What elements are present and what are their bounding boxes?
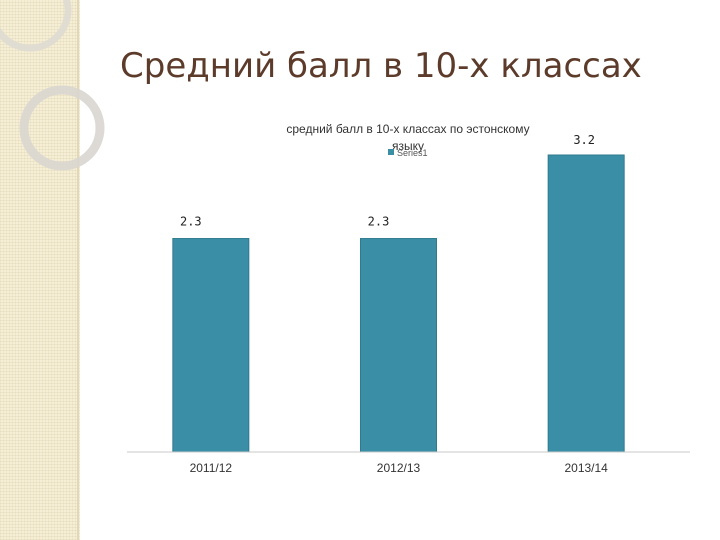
chart-title-line-2: языку <box>392 139 424 153</box>
bar-2012-13 <box>360 238 437 453</box>
side-strip-edge <box>77 0 79 540</box>
chart-title-line-1: средний балл в 10-х классах по эстонском… <box>286 122 529 136</box>
data-label-2012-13: 2.3 <box>368 215 390 229</box>
bar-2013-14 <box>547 154 625 453</box>
bar-2011-12 <box>172 238 250 453</box>
x-tick-label-2013-14: 2013/14 <box>564 461 608 475</box>
legend-entry-series1: Series1 <box>397 148 428 158</box>
x-tick-label-2012-13: 2012/13 <box>377 461 421 475</box>
x-tick-label-2011-12: 2011/12 <box>190 461 233 475</box>
data-label-2011-12: 2.3 <box>180 215 202 229</box>
slide-title: Средний балл в 10-х классах <box>120 46 642 86</box>
legend-swatch <box>388 149 394 155</box>
data-label-2013-14: 3.2 <box>573 133 595 147</box>
decorative-rings <box>0 0 105 171</box>
